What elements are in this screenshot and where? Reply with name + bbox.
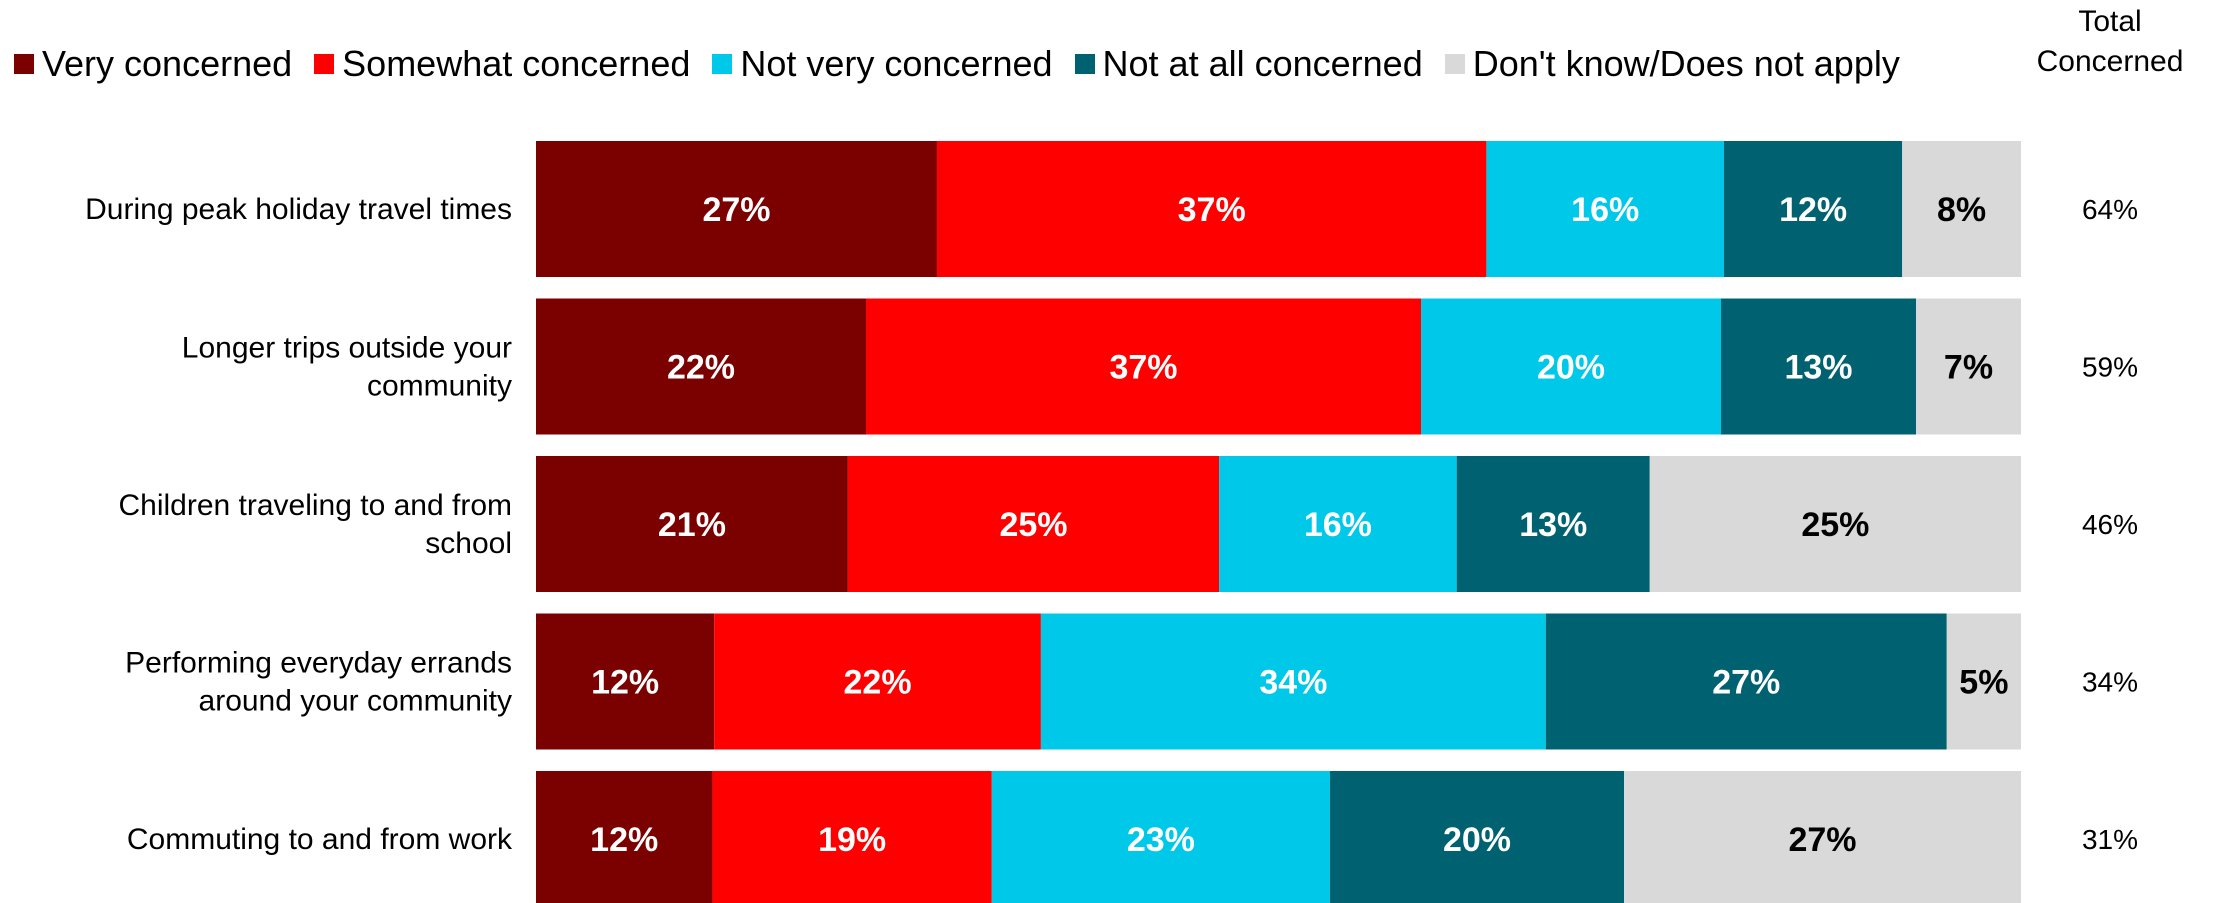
bar-segment [536, 613, 715, 750]
bar-segment [714, 613, 1041, 750]
total-concerned-value: 34% [2082, 667, 2138, 698]
data-label: 16% [1304, 506, 1372, 544]
bar-segment [536, 298, 866, 435]
bar-segment [1486, 141, 1724, 277]
bar-segment [1329, 771, 1625, 903]
bar-segment [1624, 771, 2021, 903]
bar-segment [1456, 456, 1650, 592]
legend-swatch-somewhat-concerned [314, 54, 335, 74]
total-concerned-value: 59% [2082, 352, 2138, 383]
total-concerned-header: Total Concerned [2020, 2, 2200, 82]
data-label: 20% [1443, 821, 1511, 859]
data-label: 23% [1127, 821, 1195, 859]
data-label: 12% [591, 664, 659, 702]
category-label: Performing everyday errands around your c… [125, 647, 512, 718]
data-label: 22% [667, 349, 735, 387]
legend-label-somewhat-concerned: Somewhat concerned [342, 43, 691, 84]
total-concerned-value: 64% [2082, 194, 2138, 225]
data-label: 27% [1712, 664, 1780, 702]
data-label: 37% [1109, 349, 1177, 387]
bar-segment [1545, 613, 1947, 750]
total-concerned-value: 46% [2082, 509, 2138, 540]
data-label: 12% [590, 821, 658, 859]
data-label: 34% [1259, 664, 1327, 702]
legend-label-not-at-all-concerned: Not at all concerned [1102, 43, 1423, 84]
legend-swatch-not-very-concerned [712, 54, 733, 74]
data-label: 16% [1571, 191, 1639, 229]
legend-item-very-concerned: Very concerned [14, 43, 292, 85]
bar-segment [1902, 141, 2021, 277]
bar-segment [847, 456, 1220, 592]
bar-segment [1649, 456, 2021, 592]
bar-segment [536, 771, 713, 903]
bar-segment [1724, 141, 1903, 277]
total-concerned-value: 31% [2082, 824, 2138, 855]
data-label: 25% [1801, 506, 1869, 544]
data-label: 13% [1519, 506, 1587, 544]
data-label: 21% [658, 506, 726, 544]
bar-segment [1946, 613, 2021, 750]
bar-segment [712, 771, 992, 903]
bar-segment [1421, 298, 1721, 435]
bar-segment [866, 298, 1421, 435]
data-label: 25% [999, 506, 1067, 544]
bar-segment [1916, 298, 2021, 435]
legend-swatch-not-at-all-concerned [1074, 54, 1095, 74]
data-label: 37% [1178, 191, 1246, 229]
data-label: 12% [1779, 191, 1847, 229]
bar-segment [936, 141, 1487, 277]
data-label: 8% [1937, 191, 1986, 229]
total-header-line2: Concerned [2036, 45, 2184, 78]
legend-item-not-at-all-concerned: Not at all concerned [1074, 43, 1423, 85]
data-label: 27% [1788, 821, 1856, 859]
bar-segment [991, 771, 1330, 903]
legend-swatch-very-concerned [14, 54, 34, 74]
legend-label-not-very-concerned: Not very concerned [740, 43, 1053, 84]
legend-item-somewhat-concerned: Somewhat concerned [314, 43, 690, 85]
bar-segment [1721, 298, 1916, 435]
total-header-line1: Total [2078, 5, 2142, 38]
legend: Very concerned Somewhat concerned Not ve… [14, 38, 1922, 90]
category-label: Longer trips outside your community [182, 332, 512, 403]
legend-item-not-very-concerned: Not very concerned [712, 43, 1053, 85]
legend-label-very-concerned: Very concerned [42, 43, 293, 84]
data-label: 20% [1537, 349, 1605, 387]
data-label: 19% [818, 821, 886, 859]
category-label: Commuting to and from work [127, 823, 513, 856]
legend-item-dont-know: Don't know/Does not apply [1444, 43, 1900, 85]
bar-segment [536, 141, 937, 277]
bar-segment [1219, 456, 1457, 592]
data-label: 7% [1944, 349, 1993, 387]
bar-segment [1040, 613, 1546, 750]
data-label: 5% [1959, 664, 2008, 702]
category-label: During peak holiday travel times [85, 193, 512, 226]
data-label: 27% [702, 191, 770, 229]
data-label: 13% [1784, 349, 1852, 387]
data-label: 22% [844, 664, 912, 702]
category-label: Children traveling to and from school [118, 489, 512, 560]
legend-swatch-dont-know [1444, 54, 1465, 74]
bar-segment [536, 456, 848, 592]
legend-label-dont-know: Don't know/Does not apply [1472, 43, 1900, 84]
